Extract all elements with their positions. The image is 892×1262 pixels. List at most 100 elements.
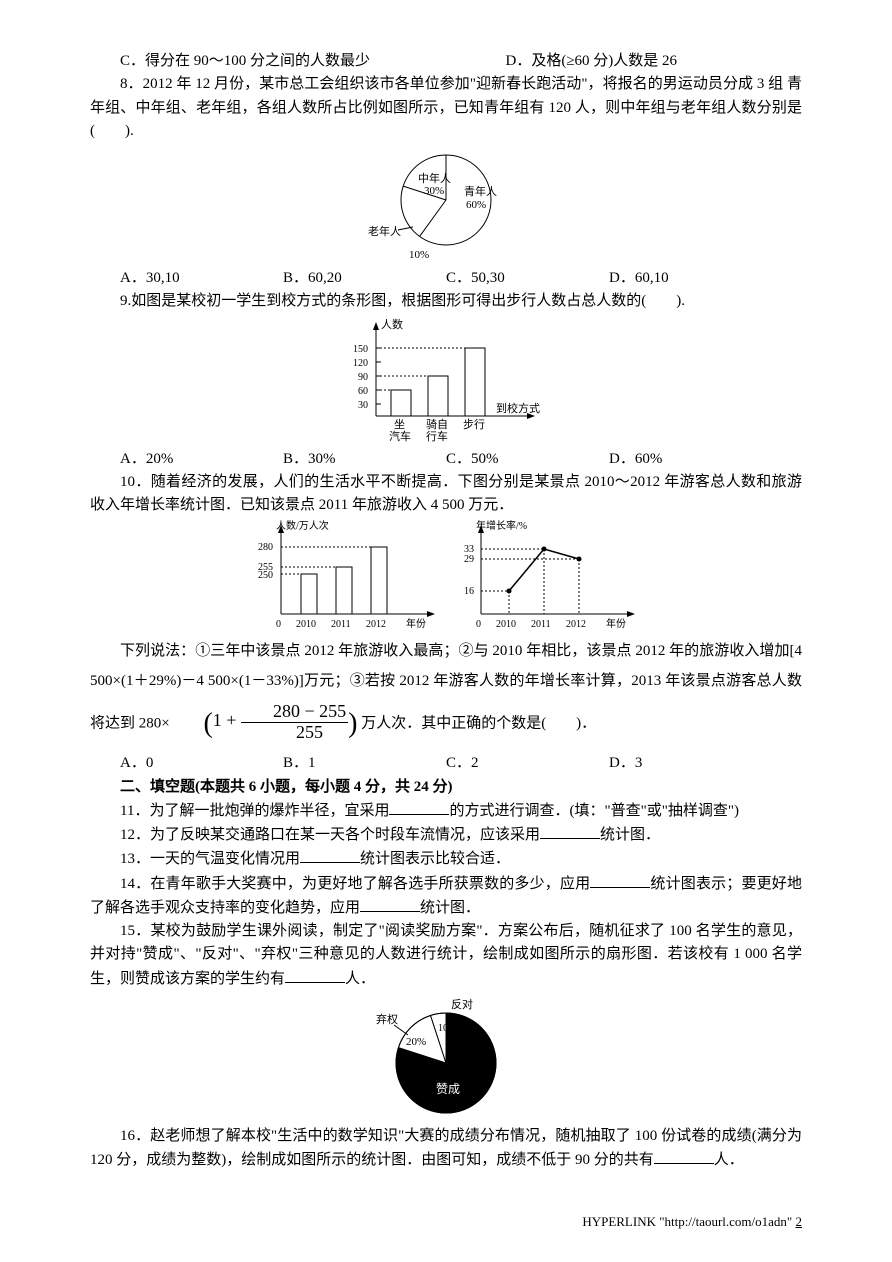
q10l-xlabel: 年份 [406, 617, 426, 630]
q9-options: A．20% B．30% C．50% D．60% [90, 448, 802, 471]
q10r-xlabel: 年份 [606, 617, 626, 630]
q7-options-row: C．得分在 90～100 分之间的人数最少 D．及格(≥60 分)人数是 26 [90, 50, 802, 73]
q9-bar-chart: 人数 到校方式 30 60 90 120 150 坐 [90, 316, 802, 446]
q9-ytick-60: 60 [358, 386, 368, 397]
q15-pct-qq: 20% [406, 1036, 426, 1048]
q8-body: 2012 年 12 月份，某市总工会组织该市各单位参加"迎新春长跑活动"，将报名… [90, 76, 802, 139]
q10l-xt2: 2011 [331, 619, 351, 630]
q15-pie-chart: 赞成 弃权 20% 反对 10% [90, 993, 802, 1123]
q14-num: 14． [120, 876, 150, 892]
q10-text2: 下列说法：①三年中该景点 2012 年旅游收入最高；②与 2010 年相比，该景… [90, 636, 802, 752]
q8-opt-c: C．50,30 [446, 267, 609, 290]
q9-ytick-150: 150 [353, 344, 368, 355]
q10r-xt1: 2010 [496, 619, 516, 630]
q15-label-qq: 弃权 [376, 1012, 398, 1026]
q11-num: 11． [120, 803, 149, 819]
q13-num: 13． [120, 851, 150, 867]
q10l-xt1: 2010 [296, 619, 316, 630]
pie-pct-youth: 60% [466, 199, 486, 211]
q7-d-text: 及格(≥60 分)人数是 26 [531, 53, 677, 69]
q10-num: 10． [120, 474, 151, 490]
q15-pre: 某校为鼓励学生课外阅读，制定了"阅读奖励方案"．方案公布后，随机征求了 100 … [90, 923, 802, 987]
q10l-xt3: 2012 [366, 619, 386, 630]
footer-link: HYPERLINK "http://taourl.com/o1adn" [582, 1214, 792, 1229]
q8-opt-d: D．60,10 [609, 267, 772, 290]
q10-opt-b: B．1 [283, 752, 446, 775]
q10-formula-top: 280 − 255 [241, 702, 348, 723]
q8-opt-b: B．60,20 [283, 267, 446, 290]
q10r-xt0: 0 [476, 619, 481, 630]
q16-post: 人． [714, 1152, 744, 1168]
q14-post: 统计图． [420, 900, 480, 916]
q10-formula-lead: 1 + [213, 710, 237, 730]
q10-opt-c: C．2 [446, 752, 609, 775]
q11-pre: 为了解一批炮弹的爆炸半径，宜采用 [149, 803, 389, 819]
q10l-yt2: 255 [258, 562, 273, 573]
q9-opt-c: C．50% [446, 448, 609, 471]
pie-label-old: 老年人 [368, 224, 401, 238]
q14-blank1 [590, 872, 650, 888]
q13-pre: 一天的气温变化情况用 [150, 851, 300, 867]
pie-label-youth: 青年人 [464, 184, 497, 198]
q8-opt-a: A．30,10 [120, 267, 283, 290]
q15-pct-fd: 10% [438, 1023, 456, 1034]
q10r-ylabel: 年增长率/% [476, 519, 527, 532]
q10l-xt0: 0 [276, 619, 281, 630]
pie-label-mid: 中年人 [418, 171, 451, 185]
q9-cat2-l2: 行车 [426, 429, 448, 443]
q10-body1: 随着经济的发展，人们的生活水平不断提高．下图分别是某景点 2010～2012 年… [90, 474, 802, 513]
q9-cat1-l2: 汽车 [389, 429, 411, 443]
q10-text1: 10．随着经济的发展，人们的生活水平不断提高．下图分别是某景点 2010～201… [90, 471, 802, 518]
q15-label-zc: 赞成 [436, 1082, 460, 1096]
q7-c-text: 得分在 90～100 分之间的人数最少 [145, 53, 370, 69]
q9-text: 9.如图是某校初一学生到校方式的条形图，根据图形可得出步行人数占总人数的( ). [90, 290, 802, 313]
q13-blank [300, 847, 360, 863]
page-footer: HYPERLINK "http://taourl.com/o1adn" 2 [582, 1212, 802, 1232]
q13: 13．一天的气温变化情况用 统计图表示比较合适． [90, 847, 802, 871]
q9-opt-a: A．20% [120, 448, 283, 471]
q9-ytick-30: 30 [358, 400, 368, 411]
q10r-yt1: 16 [464, 586, 474, 597]
q15-num: 15． [120, 923, 150, 939]
pie-pct-old: 10% [409, 249, 429, 261]
pie-pct-mid: 30% [424, 185, 444, 197]
q13-post: 统计图表示比较合适． [360, 851, 510, 867]
q9-opt-b: B．30% [283, 448, 446, 471]
q15-post: 人． [345, 971, 375, 987]
q15: 15．某校为鼓励学生课外阅读，制定了"阅读奖励方案"．方案公布后，随机征求了 1… [90, 920, 802, 991]
q12-post: 统计图． [600, 827, 660, 843]
q14-pre1: 在青年歌手大奖赛中，为更好地了解各选手所获票数的多少，应用 [150, 876, 590, 892]
q8-text: 8．2012 年 12 月份，某市总工会组织该市各单位参加"迎新春长跑活动"，将… [90, 73, 802, 143]
q9-cat1-l1: 坐 [394, 418, 405, 431]
q9-xlabel: 到校方式 [496, 401, 540, 415]
q12: 12．为了反映某交通路口在某一天各个时段车流情况，应该采用 统计图． [90, 823, 802, 847]
q7-opt-c: C．得分在 90～100 分之间的人数最少 [120, 50, 505, 73]
q10l-yt3: 280 [258, 542, 273, 553]
q16: 16．赵老师想了解本校"生活中的数学知识"大赛的成绩分布情况，随机抽取了 100… [90, 1125, 802, 1173]
q10-opt-d: D．3 [609, 752, 772, 775]
q10-formula: (1 + 280 − 255 255 ) [173, 696, 357, 752]
q10-opt-a: A．0 [120, 752, 283, 775]
q11-post: 的方式进行调查．(填："普查"或"抽样调查") [449, 803, 738, 819]
q8-num: 8． [120, 76, 143, 92]
q10r-xt3: 2012 [566, 619, 586, 630]
q10-options: A．0 B．1 C．2 D．3 [90, 752, 802, 775]
q9-opt-d: D．60% [609, 448, 772, 471]
q15-label-fd: 反对 [451, 997, 473, 1011]
page: C．得分在 90～100 分之间的人数最少 D．及格(≥60 分)人数是 26 … [0, 0, 892, 1262]
q10l-ylabel: 人数/万人次 [276, 519, 329, 532]
q12-pre: 为了反映某交通路口在某一天各个时段车流情况，应该采用 [150, 827, 540, 843]
q11-blank [389, 799, 449, 815]
q14: 14．在青年歌手大奖赛中，为更好地了解各选手所获票数的多少，应用统计图表示；要更… [90, 872, 802, 921]
q10r-xt2: 2011 [531, 619, 551, 630]
q14-blank2 [360, 896, 420, 912]
q12-num: 12． [120, 827, 150, 843]
q10r-yt2: 29 [464, 554, 474, 565]
q9-ylabel: 人数 [381, 318, 403, 331]
q16-num: 16． [120, 1128, 150, 1144]
footer-pagenum: 2 [796, 1214, 803, 1229]
q10-formula-bot: 255 [241, 723, 348, 743]
q9-ytick-90: 90 [358, 372, 368, 383]
q16-blank [654, 1148, 714, 1164]
q9-ytick-120: 120 [353, 358, 368, 369]
